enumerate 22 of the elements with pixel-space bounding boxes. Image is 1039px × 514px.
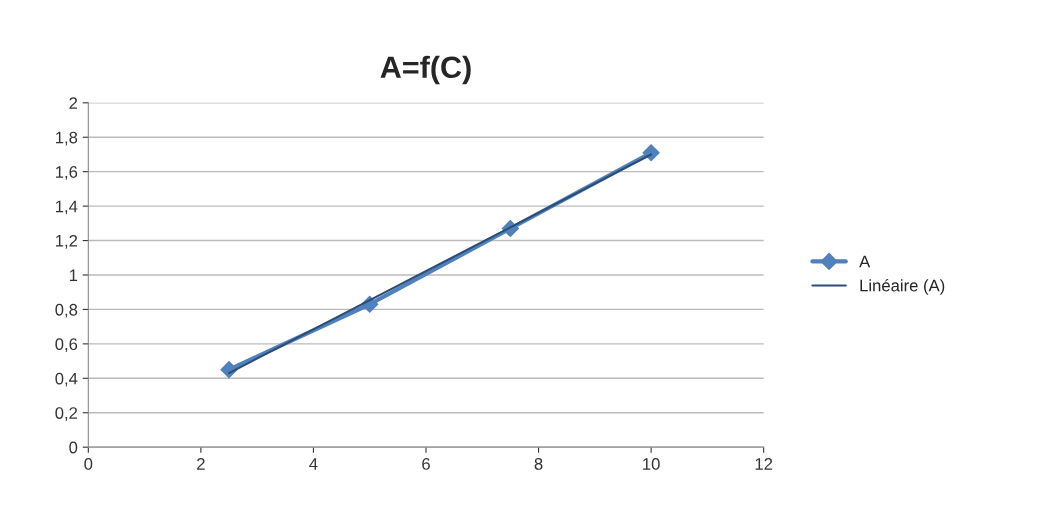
y-tick-label: 0 [69,441,78,454]
y-tick-label: 1,6 [56,166,78,180]
x-tick-label: 6 [422,458,430,470]
x-tick-label: 8 [534,458,543,470]
x-tick-label: 12 [755,458,773,470]
point [642,144,660,162]
y-tick-label: 0,8 [55,303,78,318]
x-tick-label: 2 [197,458,205,470]
y-tick-label: 1 [69,269,78,282]
x-tick-label: 10 [643,458,660,470]
y-tick-label: 0,4 [55,372,78,387]
y-tick-label: 1,4 [56,200,78,215]
legend-label: A [859,255,871,268]
legend-label: Linéaire (A) [860,279,945,295]
y-tick-label: 1,2 [56,234,78,249]
y-tick-label: 0,2 [55,407,78,421]
y-tick-label: 0,6 [55,338,78,353]
x-tick-label: 4 [309,458,318,470]
y-tick-label: 1,8 [56,131,78,146]
chart-title: A=f(C) [380,55,471,85]
x-tick-label: 0 [84,458,93,470]
y-tick-label: 2 [69,97,78,109]
